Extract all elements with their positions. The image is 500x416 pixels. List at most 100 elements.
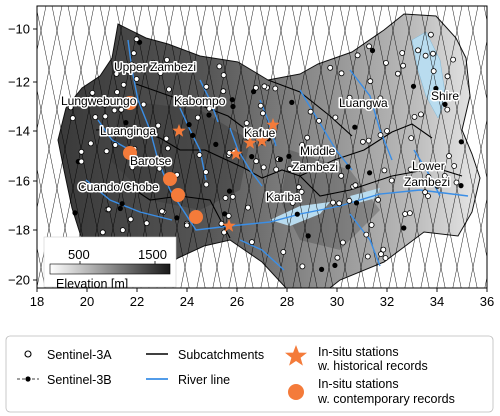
virtual-station-s3a	[261, 83, 268, 90]
river-segment	[179, 107, 207, 181]
virtual-station-s3b	[153, 63, 159, 69]
label-middle-zambezi-2: Zambezi	[292, 160, 338, 174]
in-situ-contemporary-station	[163, 172, 177, 186]
virtual-station-s3b	[186, 122, 192, 128]
virtual-station-s3a	[381, 167, 388, 174]
virtual-station-s3a	[406, 210, 413, 217]
label-luangwa: Luangwa	[339, 96, 388, 110]
virtual-station-s3a	[218, 220, 225, 227]
virtual-station-s3b	[294, 211, 300, 217]
virtual-station-s3b	[251, 89, 257, 95]
virtual-station-s3a	[133, 36, 140, 43]
virtual-station-s3a	[427, 31, 434, 38]
virtual-station-s3a	[157, 70, 164, 76]
virtual-station-s3a	[156, 165, 163, 172]
virtual-station-s3a	[284, 191, 291, 198]
virtual-station-s3a	[78, 148, 85, 155]
colorbar-label: Elevation [m]	[56, 277, 128, 291]
virtual-station-s3b	[366, 170, 373, 176]
virtual-station-s3a	[330, 199, 336, 206]
ground-track	[292, 6, 351, 288]
x-tick-label: 36	[480, 294, 494, 309]
virtual-station-s3a	[118, 106, 125, 113]
virtual-station-s3b	[433, 85, 439, 92]
virtual-station-s3b	[332, 262, 338, 268]
ground-track	[436, 39, 487, 288]
virtual-station-s3a	[163, 57, 170, 63]
x-tick-label: 24	[180, 294, 194, 309]
virtual-station-s3b	[119, 201, 125, 207]
river-segment	[239, 239, 285, 271]
legend-hist-star	[285, 345, 307, 366]
colorbar-gradient	[49, 263, 171, 275]
y-tick-label: −14	[8, 124, 30, 139]
virtual-station-s3a	[304, 134, 311, 141]
label-lower-zambezi-2: Zambezi	[404, 175, 450, 189]
virtual-station-s3a	[130, 50, 137, 57]
virtual-station-s3b	[123, 120, 129, 126]
virtual-station-s3a	[111, 107, 118, 114]
virtual-station-s3b	[268, 128, 274, 134]
virtual-station-s3a	[113, 71, 120, 77]
virtual-station-s3a	[377, 132, 384, 139]
ground-track	[276, 6, 335, 288]
virtual-station-s3a	[354, 52, 361, 59]
virtual-station-s3a	[243, 120, 250, 126]
in-situ-historical-station	[229, 147, 243, 160]
y-axis-ticks: −10 −12 −14 −16 −18 −20	[8, 22, 37, 288]
virtual-station-s3a	[336, 200, 343, 207]
ground-track	[388, 6, 447, 288]
virtual-station-s3a	[206, 105, 213, 112]
ground-track	[467, 6, 487, 101]
ground-track	[37, 6, 79, 210]
virtual-station-s3a	[289, 199, 296, 206]
virtual-station-s3a	[253, 158, 260, 165]
colorbar-tick-min: 500	[68, 247, 90, 262]
virtual-station-s3a	[263, 129, 270, 136]
virtual-station-s3b	[117, 205, 123, 212]
virtual-station-s3a	[116, 183, 123, 190]
virtual-station-s3a	[92, 114, 99, 120]
virtual-station-s3a	[444, 73, 451, 80]
virtual-station-s3a	[338, 70, 345, 77]
virtual-station-s3a	[453, 179, 460, 186]
virtual-station-s3a	[334, 254, 341, 261]
label-upper-zambezi: Upper Zambezi	[114, 60, 196, 74]
virtual-station-s3a	[378, 251, 384, 258]
virtual-station-s3a	[220, 72, 227, 78]
virtual-station-s3b	[430, 179, 437, 185]
legend-cont-2: w. contemporary records	[317, 392, 455, 406]
virtual-station-s3a	[450, 56, 457, 63]
y-tick-label: −20	[8, 273, 30, 288]
virtual-station-s3a	[272, 85, 279, 92]
x-tick-label: 22	[130, 294, 144, 309]
ground-track	[420, 6, 479, 288]
in-situ-historical-station	[222, 219, 236, 232]
virtual-station-s3a	[338, 172, 345, 179]
virtual-station-s3a	[78, 158, 85, 165]
virtual-station-s3a	[112, 142, 119, 148]
virtual-station-s3a	[87, 140, 94, 147]
virtual-station-s3a	[229, 193, 236, 200]
y-tick-label: −18	[8, 223, 30, 238]
virtual-station-s3a	[69, 115, 76, 121]
ground-track	[37, 6, 63, 131]
virtual-station-s3a	[102, 101, 108, 108]
region-labels: Upper Zambezi Kabompo Lungwebungo Luangi…	[60, 59, 461, 206]
virtual-station-s3a	[394, 70, 401, 77]
legend-s3b-marker	[25, 376, 31, 382]
label-kariba: Kariba	[266, 190, 301, 204]
label-barotse: Barotse	[130, 154, 172, 168]
ground-track	[196, 6, 255, 288]
label-lower-zambezi-1: Lower	[412, 159, 445, 173]
ground-track	[452, 118, 487, 288]
in-situ-contemporary-station	[171, 188, 185, 202]
virtual-station-s3a	[127, 216, 134, 223]
virtual-station-s3a	[339, 239, 346, 246]
ground-track	[0, 6, 30, 292]
virtual-station-s3a	[299, 263, 306, 270]
in-situ-historical-station	[172, 124, 186, 137]
virtual-station-s3a	[205, 98, 212, 105]
virtual-station-s3a	[388, 177, 395, 184]
virtual-station-s3a	[441, 172, 448, 179]
